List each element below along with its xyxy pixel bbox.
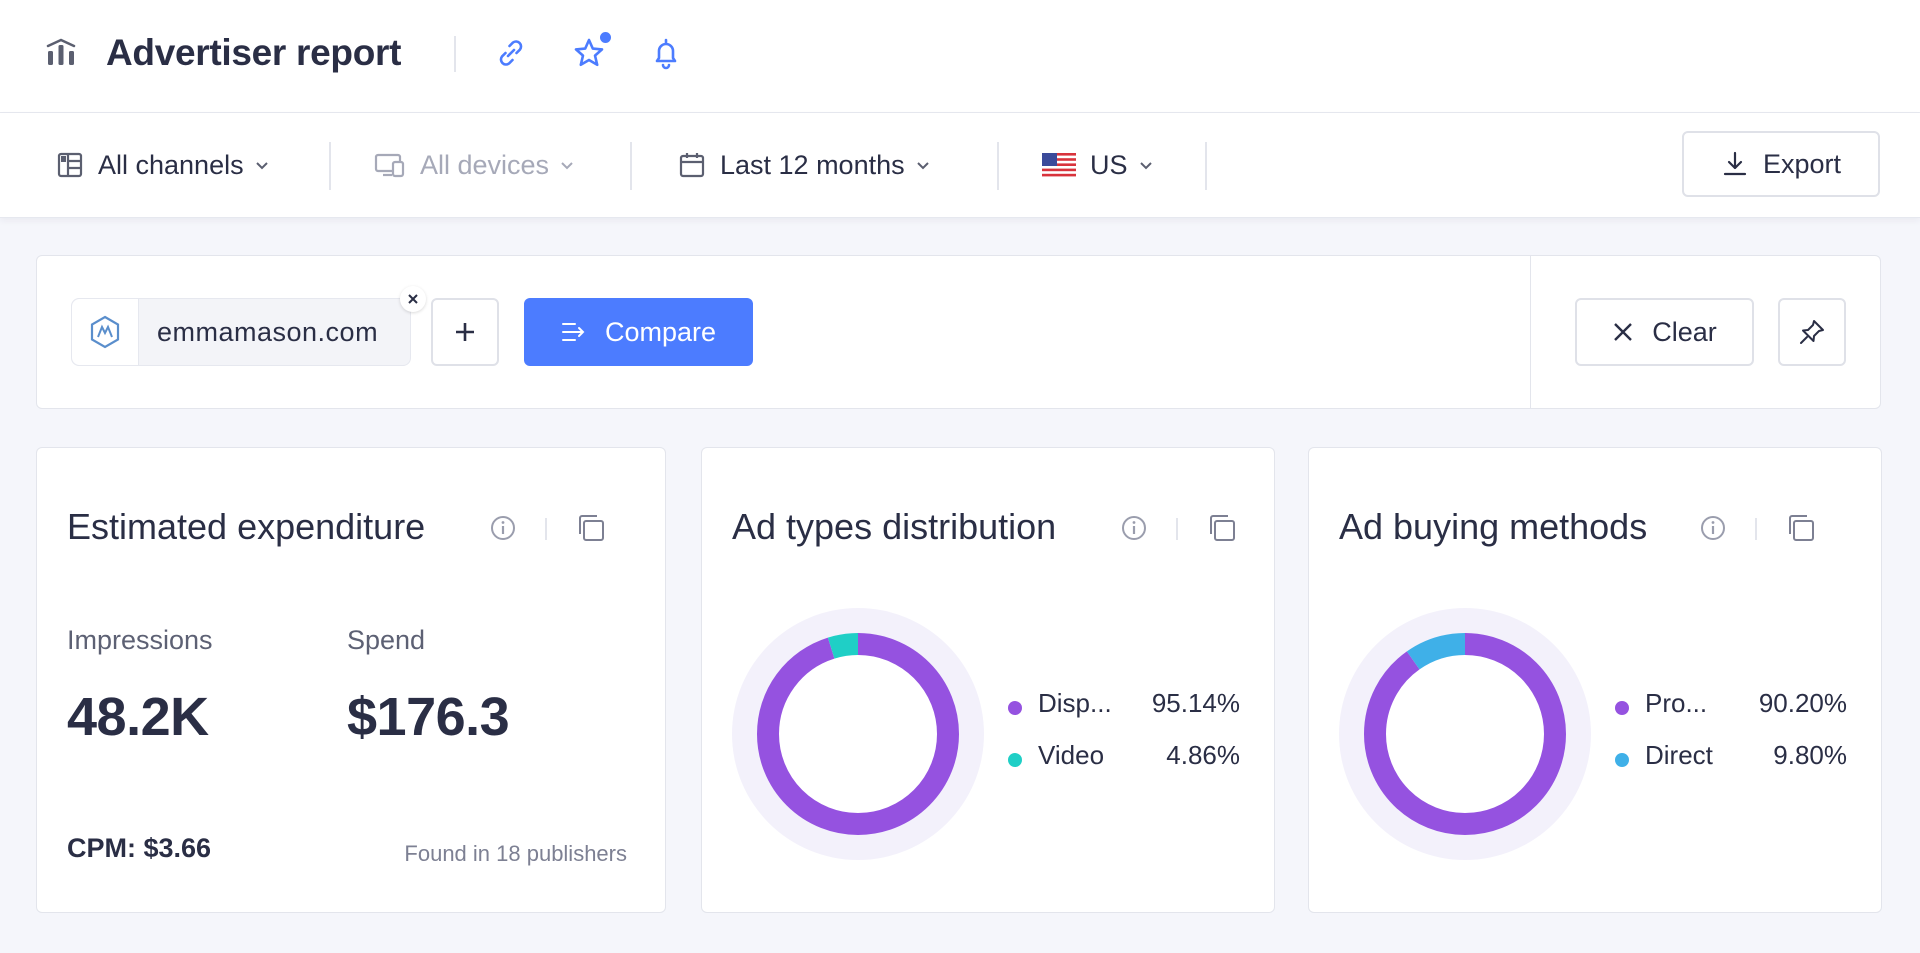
period-dropdown[interactable]: Last 12 months [678, 113, 931, 217]
period-label: Last 12 months [720, 149, 905, 180]
compare-button[interactable]: Compare [524, 298, 753, 366]
legend-dot [1615, 753, 1629, 767]
export-label: Export [1762, 148, 1842, 179]
donut-center [768, 644, 948, 824]
close-icon [408, 294, 418, 304]
chevron-down-icon [1139, 162, 1152, 170]
title-divider [1755, 518, 1757, 540]
publishers-count: Found in 18 publishers [404, 841, 627, 866]
link-icon[interactable] [492, 34, 530, 72]
donut-slice-1[interactable] [757, 633, 959, 835]
ad-types-donut-chart [732, 608, 984, 860]
legend-dot [1008, 753, 1022, 767]
copy-icon[interactable] [1785, 512, 1817, 544]
pin-icon [1800, 320, 1824, 344]
title-divider [545, 518, 547, 540]
channels-dropdown[interactable]: All channels [56, 113, 270, 217]
ad-buying-card: Ad buying methods Pro... 90.20% Direct 9… [1308, 447, 1882, 913]
info-icon[interactable] [1699, 514, 1727, 542]
notification-dot [598, 30, 613, 45]
legend-item[interactable]: Video 4.86% [1008, 740, 1240, 792]
cpm-value: CPM: $3.66 [67, 833, 212, 863]
legend-dot [1008, 701, 1022, 715]
country-label: US [1090, 149, 1128, 180]
ad-buying-legend: Pro... 90.20% Direct 9.80% [1615, 688, 1847, 792]
legend-label: Disp... [1038, 688, 1112, 718]
card-title: Ad types distribution [732, 506, 1057, 547]
domain-chip[interactable]: emmamason.com [71, 298, 411, 366]
copy-icon[interactable] [1206, 512, 1238, 544]
site-favicon [72, 299, 139, 365]
legend-dot [1615, 701, 1629, 715]
filter-divider [630, 142, 632, 190]
filter-divider [329, 142, 331, 190]
ad-buying-donut-chart [1339, 608, 1591, 860]
channels-icon [57, 152, 83, 178]
report-icon [46, 38, 76, 65]
domain-name: emmamason.com [157, 316, 379, 347]
card-title: Ad buying methods [1339, 506, 1648, 547]
download-icon [1723, 151, 1747, 176]
add-domain-button[interactable] [431, 298, 499, 366]
legend-label: Pro... [1645, 688, 1708, 718]
clear-label: Clear [1652, 316, 1717, 347]
clear-button[interactable]: Clear [1575, 298, 1754, 366]
info-icon[interactable] [489, 514, 517, 542]
donut-slice-1[interactable] [1364, 633, 1566, 835]
plus-icon [456, 323, 474, 341]
country-dropdown[interactable]: US [1042, 113, 1154, 217]
legend-value: 95.14% [1151, 688, 1240, 718]
title-divider [1176, 518, 1178, 540]
spend-value: $176.3 [347, 687, 510, 747]
chevron-down-icon [916, 162, 929, 170]
impressions-value: 48.2K [67, 687, 209, 747]
filter-divider [1205, 142, 1207, 190]
legend-item[interactable]: Direct 9.80% [1615, 740, 1847, 792]
copy-icon[interactable] [575, 512, 607, 544]
info-icon[interactable] [1120, 514, 1148, 542]
bell-icon[interactable] [647, 34, 685, 72]
top-header: Advertiser report [0, 0, 1920, 113]
channels-label: All channels [98, 149, 244, 180]
chevron-down-icon [561, 162, 573, 170]
compare-label: Compare [604, 316, 717, 347]
close-icon [1614, 323, 1633, 341]
ad-types-card: Ad types distribution Disp... 95.14% Vid… [701, 447, 1275, 913]
us-flag-icon [1042, 153, 1076, 177]
compare-arrows-icon [561, 323, 585, 341]
spend-label: Spend [347, 625, 426, 655]
panel-divider [1530, 256, 1531, 408]
legend-label: Direct [1645, 740, 1713, 770]
devices-icon [374, 153, 405, 178]
calendar-icon [679, 153, 705, 178]
devices-label: All devices [420, 149, 550, 180]
pin-button[interactable] [1778, 298, 1846, 366]
legend-value: 90.20% [1758, 688, 1847, 718]
legend-label: Video [1038, 740, 1105, 770]
hexagon-logo-icon [90, 315, 120, 349]
legend-value: 4.86% [1166, 740, 1240, 770]
donut-center [1375, 644, 1555, 824]
devices-dropdown[interactable]: All devices [374, 113, 575, 217]
filter-bar: All channels All devices Last 12 months [0, 113, 1920, 218]
legend-item[interactable]: Pro... 90.20% [1615, 688, 1847, 740]
header-divider [454, 36, 456, 72]
export-button[interactable]: Export [1682, 131, 1880, 197]
remove-domain-button[interactable] [400, 286, 426, 312]
card-title: Estimated expenditure [67, 506, 426, 547]
chevron-down-icon [255, 162, 268, 170]
legend-item[interactable]: Disp... 95.14% [1008, 688, 1240, 740]
impressions-label: Impressions [67, 625, 213, 655]
expenditure-card: Estimated expenditure Impressions 48.2K … [36, 447, 666, 913]
filter-divider [997, 142, 999, 190]
ad-types-legend: Disp... 95.14% Video 4.86% [1008, 688, 1240, 792]
page-title: Advertiser report [106, 32, 402, 73]
compare-panel: emmamason.com Compare Clear [36, 255, 1881, 409]
star-icon[interactable] [570, 34, 608, 72]
legend-value: 9.80% [1773, 740, 1847, 770]
